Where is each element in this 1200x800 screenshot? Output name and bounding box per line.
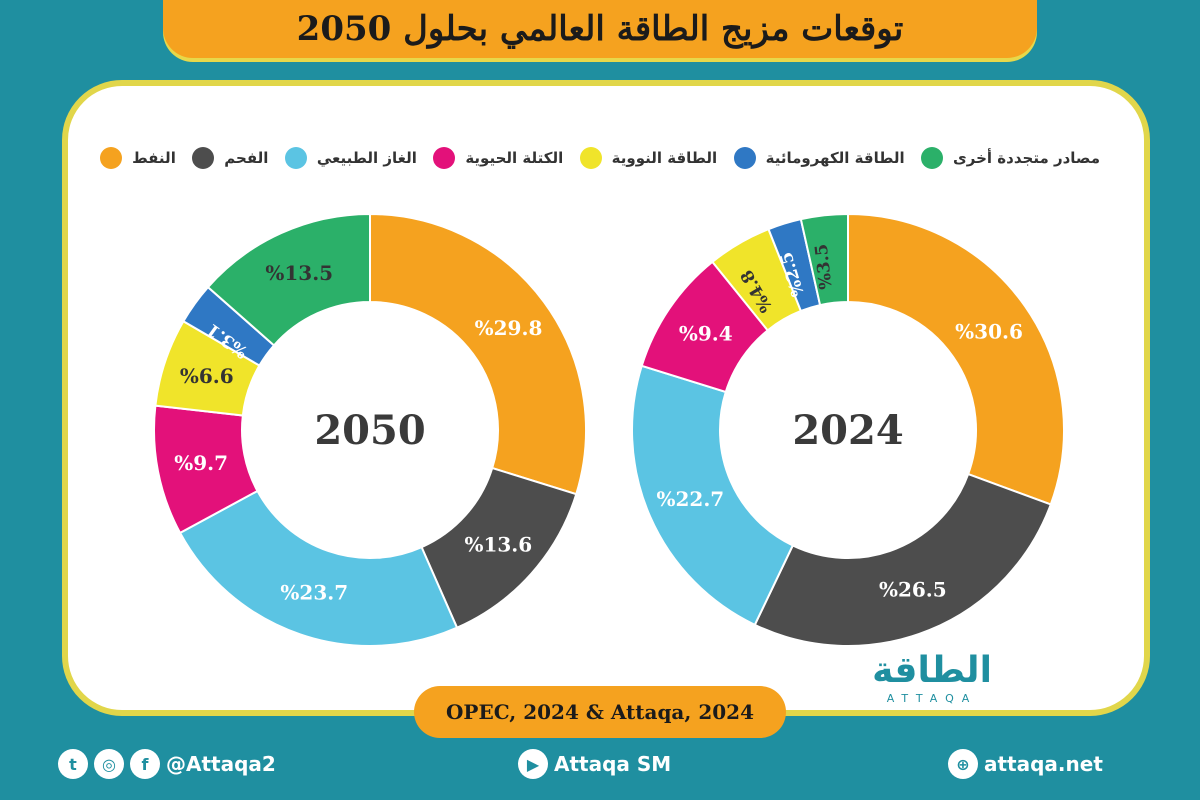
data-label: %13.6 (464, 533, 532, 557)
title-bar: توقعات مزيج الطاقة العالمي بحلول 2050 (163, 0, 1037, 58)
data-label: %13.5 (265, 261, 333, 285)
legend-item: الفحم (192, 147, 268, 169)
legend-swatch (100, 147, 123, 169)
legend-label: مصادر متجددة أخرى (953, 149, 1100, 167)
legend-item: النفط (100, 147, 176, 169)
donut-slice (631, 364, 795, 627)
legend-item: الطاقة النووية (579, 147, 718, 169)
donut-slice (799, 212, 849, 307)
data-label: %30.6 (955, 320, 1023, 344)
website-link[interactable]: ⊕ attaqa.net (948, 744, 1103, 784)
legend-item: الطاقة الكهرومائية (733, 147, 905, 169)
donut-slice (206, 212, 371, 347)
data-label: %22.7 (657, 487, 725, 511)
legend-label: الطاقة النووية (611, 149, 718, 167)
legend-item: الغاز الطبيعي (284, 147, 417, 169)
globe-icon: ⊕ (948, 749, 978, 779)
legend-swatch (433, 147, 456, 169)
donut-center-year: 2050 (314, 407, 425, 454)
legend-swatch (733, 147, 756, 169)
donut-slice (178, 489, 459, 647)
brand-logo: الطاقة ATTAQA (842, 650, 1022, 716)
legend-swatch (921, 147, 944, 169)
legend-swatch (579, 147, 602, 169)
legend-swatch (284, 147, 307, 169)
data-label: %29.8 (475, 316, 543, 340)
legend-label: الغاز الطبيعي (316, 149, 417, 167)
legend-label: الكتلة الحيوية (465, 149, 564, 167)
data-label: %9.4 (679, 321, 733, 345)
data-label: %26.5 (879, 577, 947, 601)
youtube-icon: ▶ (518, 749, 548, 779)
instagram-icon[interactable]: ◎ (94, 749, 124, 779)
data-label: %9.7 (174, 451, 228, 475)
data-label: %3.5 (812, 243, 837, 291)
footer: t ◎ f @Attaqa2 ▶ Attaqa SM ⊕ attaqa.net (0, 744, 1200, 784)
source-label: OPEC, 2024 & Attaqa, 2024 (414, 686, 786, 738)
legend-label: الطاقة الكهرومائية (765, 149, 905, 167)
legend-label: النفط (132, 149, 176, 167)
donut-slice (369, 212, 587, 496)
social-links: t ◎ f @Attaqa2 (58, 744, 276, 784)
legend-swatch (192, 147, 215, 169)
legend-item: الكتلة الحيوية (433, 147, 563, 169)
twitter-icon[interactable]: t (58, 749, 88, 779)
website-url: attaqa.net (984, 752, 1103, 776)
youtube-link[interactable]: ▶ Attaqa SM (518, 744, 671, 784)
legend-label: الفحم (224, 149, 269, 167)
facebook-icon[interactable]: f (130, 749, 160, 779)
youtube-handle: Attaqa SM (554, 752, 672, 776)
brand-latin: ATTAQA (886, 692, 978, 705)
data-label: %6.6 (180, 364, 234, 388)
social-handle[interactable]: @Attaqa2 (166, 752, 276, 776)
donut-center-year: 2024 (792, 407, 903, 454)
brand-arabic: الطاقة (872, 650, 992, 691)
donut-slice (847, 212, 1065, 506)
legend: النفط الفحم الغاز الطبيعي الكتلة الحيوية الط… (100, 140, 1100, 176)
legend-item: مصادر متجددة أخرى (921, 147, 1100, 169)
page-title: توقعات مزيج الطاقة العالمي بحلول 2050 (296, 9, 904, 49)
data-label: %23.7 (280, 581, 348, 605)
donut-slice (753, 472, 1053, 648)
